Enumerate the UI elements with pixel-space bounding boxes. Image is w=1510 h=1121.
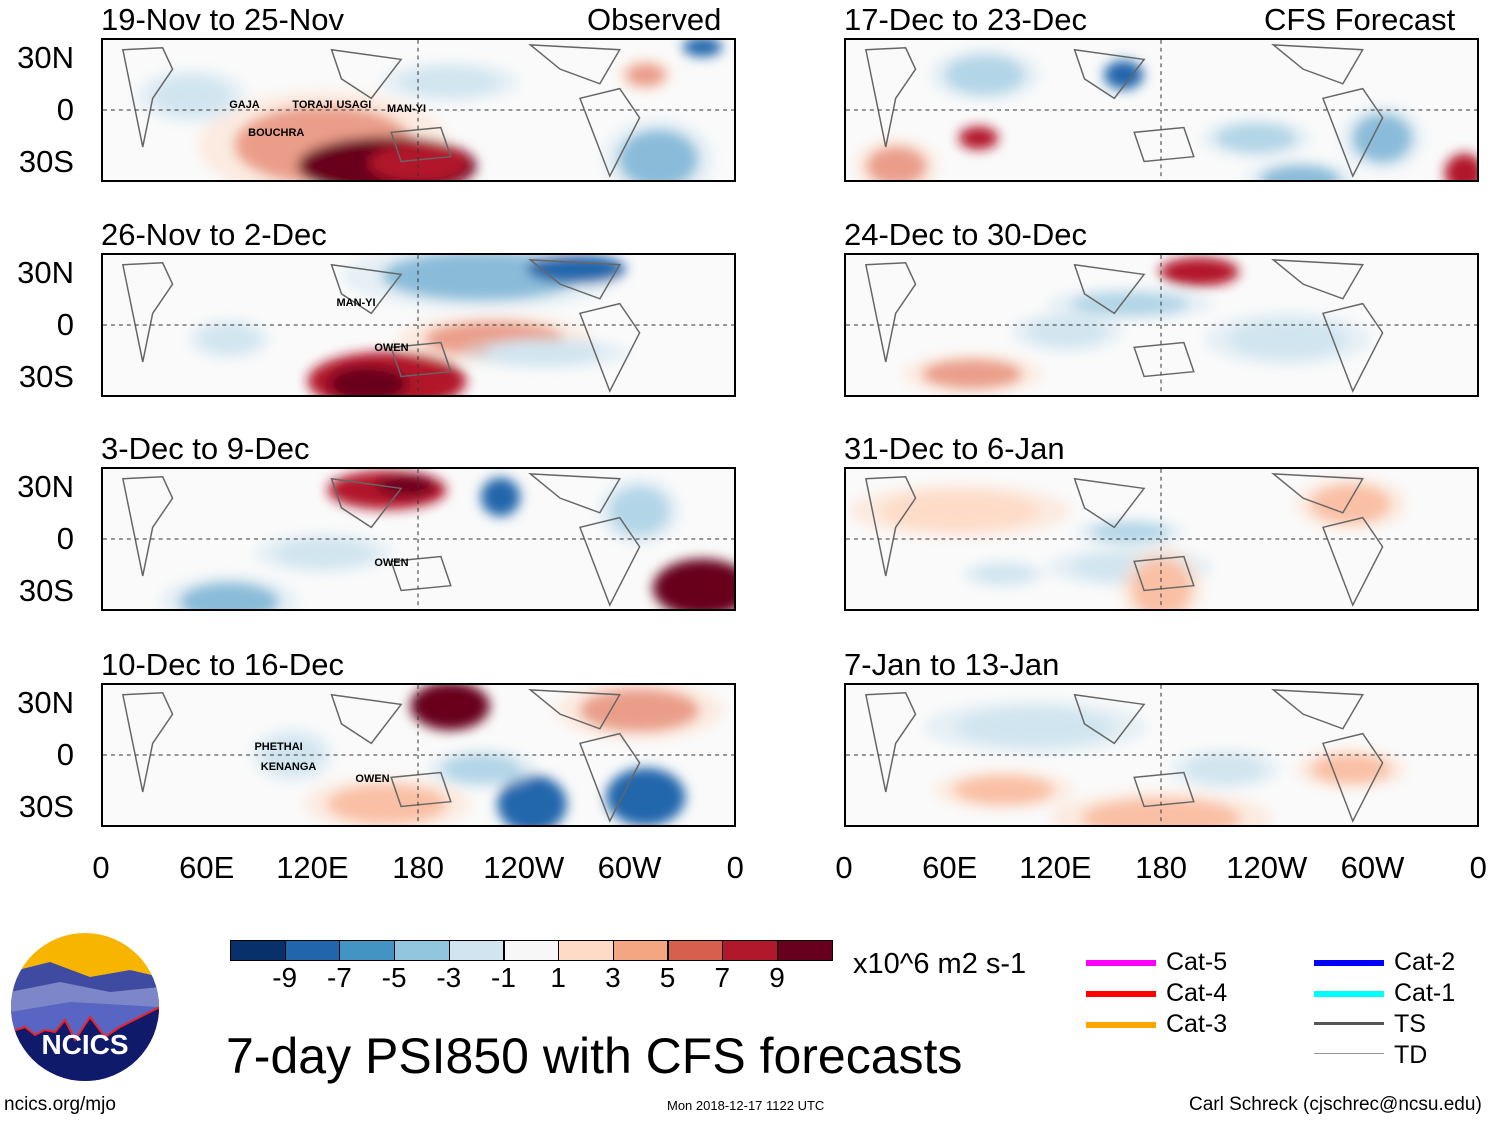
figure-title: 7-day PSI850 with CFS forecasts [226,1028,963,1084]
colorbar-swatch [667,940,724,961]
colorbar-label: 5 [659,962,676,993]
panel-title: 19-Nov to 25-Nov [101,2,344,37]
legend-label: Cat-5 [1166,948,1228,976]
observed-label: Observed [587,2,722,37]
colorbar-swatch [394,940,450,961]
storm-label: PHETHAI [254,741,303,753]
colorbar-label: 3 [605,962,621,993]
storm-label: MAN-YI [336,297,376,309]
colorbar-swatch [339,940,395,961]
colorbar-swatch [284,940,341,961]
colorbar-label: -1 [491,962,516,993]
panel-title: 26-Nov to 2-Dec [101,217,327,252]
panel-title: 7-Jan to 13-Jan [844,647,1060,682]
psi850-map-panel: MAN-YI OWEN [101,253,736,397]
ncics-logo: NCICS [10,932,160,1082]
latitude-label: 30S [18,144,74,179]
latitude-label: 30S [18,789,74,824]
colorbar-swatch [230,940,286,961]
colorbar-swatch [558,940,614,961]
storm-label: OWEN [374,557,409,570]
colorbar-label: -3 [436,962,462,993]
colorbar-units: x10^6 m2 s-1 [853,948,1027,980]
colorbar-label: -5 [381,962,407,993]
legend-label: Cat-3 [1166,1010,1228,1038]
storm-label: OWEN [355,773,390,786]
longitude-label: 60E [179,850,235,885]
psi850-map-panel: PHETHAI KENANGA OWEN [101,683,736,827]
storm-label: OWEN [374,341,409,354]
latitude-label: 30N [17,255,74,290]
panel-title: 17-Dec to 23-Dec [844,2,1087,37]
longitude-label: 120W [1226,850,1308,885]
credit: Carl Schreck (cjschrec@ncsu.edu) [1189,1094,1482,1115]
colorbar-label: 9 [769,962,785,993]
psi850-map-panel [844,38,1479,182]
latitude-label: 30N [17,685,74,720]
legend-line-ts [1314,1022,1384,1025]
psi850-map-panel: GAJA TORAJI USAGI MAN-YI BOUCHRA [101,38,736,182]
colorbar-label: -7 [326,962,352,993]
longitude-label: 60W [1340,850,1405,885]
longitude-label: 60E [922,850,978,885]
storm-label: MAN-YI [386,103,427,115]
psi850-map-panel [844,467,1479,611]
longitude-label: 0 [1469,850,1487,885]
panel-title: 3-Dec to 9-Dec [101,431,310,466]
colorbar-swatch [777,940,833,961]
psi850-map-panel: OWEN [101,467,736,611]
longitude-label: 0 [726,850,744,885]
longitude-label: 180 [392,850,444,885]
legend-label: Cat-1 [1394,979,1456,1007]
colorbar-swatch [503,940,559,961]
forecast-label: CFS Forecast [1264,2,1456,37]
panel-title: 31-Dec to 6-Jan [844,431,1065,466]
panel-title: 24-Dec to 30-Dec [844,217,1087,252]
latitude-label: 30S [18,359,74,394]
colorbar-label: -9 [272,962,298,993]
longitude-label: 120W [483,850,565,885]
storm-label: TORAJI [292,98,333,111]
colorbar-swatch [448,940,505,961]
colorbar-swatch [612,940,669,961]
timestamp: Mon 2018-12-17 1122 UTC [667,1098,825,1113]
legend-label: TD [1394,1041,1428,1069]
psi850-map-panel [844,683,1479,827]
longitude-label: 60W [597,850,662,885]
legend-line-cat-3 [1086,1022,1156,1028]
legend-label: TS [1394,1010,1426,1038]
source-url[interactable]: ncics.org/mjo [4,1094,116,1115]
latitude-label: 30N [17,469,74,504]
latitude-label: 30N [17,40,74,75]
longitude-label: 0 [92,850,110,885]
latitude-label: 0 [56,521,74,556]
latitude-label: 30S [18,573,74,608]
legend-label: Cat-2 [1394,948,1456,976]
longitude-label: 120E [276,850,349,885]
latitude-label: 0 [56,92,74,127]
storm-label: BOUCHRA [248,126,305,139]
colorbar-label: 7 [714,962,731,993]
legend-line-cat-1 [1314,991,1384,997]
legend-line-cat-4 [1086,991,1156,997]
storm-label: GAJA [229,98,260,111]
storm-label: USAGI [336,98,372,111]
latitude-label: 0 [56,307,74,342]
longitude-label: 120E [1019,850,1092,885]
psi850-map-panel [844,253,1479,397]
latitude-label: 0 [56,737,74,772]
legend-line-cat-5 [1086,960,1156,966]
storm-label: KENANGA [260,760,317,773]
colorbar-label: 1 [550,962,566,993]
logo-text: NCICS [41,1029,128,1060]
legend-line-td [1314,1053,1384,1054]
longitude-label: 180 [1135,850,1187,885]
longitude-label: 0 [835,850,853,885]
colorbar-swatch [722,940,778,961]
legend-label: Cat-4 [1166,979,1228,1007]
legend-line-cat-2 [1314,960,1384,966]
panel-title: 10-Dec to 16-Dec [101,647,344,682]
